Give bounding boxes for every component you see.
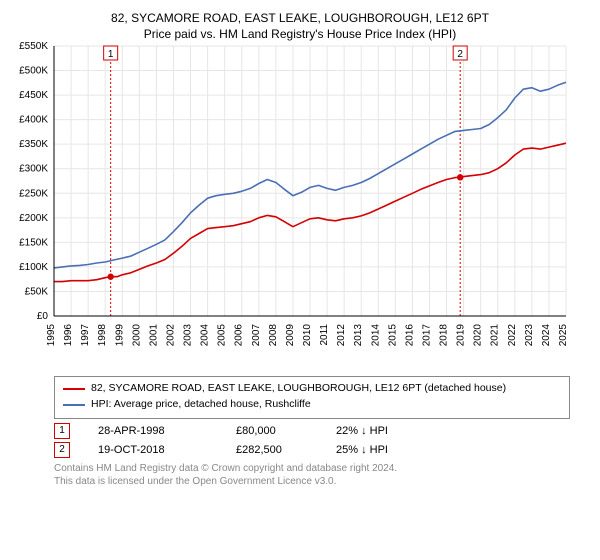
- svg-text:£300K: £300K: [19, 164, 48, 175]
- svg-text:2016: 2016: [404, 324, 415, 347]
- svg-text:2005: 2005: [217, 324, 228, 347]
- event-date: 28-APR-1998: [98, 425, 208, 437]
- svg-text:£450K: £450K: [19, 90, 48, 101]
- legend-swatch: [63, 388, 85, 390]
- event-diff: 22% ↓ HPI: [336, 425, 420, 437]
- legend-item-price-paid: 82, SYCAMORE ROAD, EAST LEAKE, LOUGHBORO…: [63, 381, 561, 397]
- legend-label: 82, SYCAMORE ROAD, EAST LEAKE, LOUGHBORO…: [91, 381, 506, 397]
- svg-text:2014: 2014: [370, 324, 381, 347]
- svg-text:2024: 2024: [541, 324, 552, 347]
- svg-text:1999: 1999: [114, 324, 125, 347]
- svg-text:£500K: £500K: [19, 66, 48, 77]
- title-line-1: 82, SYCAMORE ROAD, EAST LEAKE, LOUGHBORO…: [10, 10, 590, 26]
- footer-line-2: This data is licensed under the Open Gov…: [54, 475, 570, 489]
- footer-line-1: Contains HM Land Registry data © Crown c…: [54, 462, 570, 476]
- event-diff: 25% ↓ HPI: [336, 444, 420, 456]
- legend-swatch: [63, 404, 85, 406]
- svg-text:2002: 2002: [165, 324, 176, 347]
- legend-item-hpi: HPI: Average price, detached house, Rush…: [63, 397, 561, 413]
- svg-text:2025: 2025: [558, 324, 569, 347]
- svg-text:2019: 2019: [456, 324, 467, 347]
- legend-label: HPI: Average price, detached house, Rush…: [91, 397, 311, 413]
- svg-text:1998: 1998: [97, 324, 108, 347]
- svg-text:2010: 2010: [302, 324, 313, 347]
- svg-text:2003: 2003: [183, 324, 194, 347]
- svg-text:£400K: £400K: [19, 115, 48, 126]
- event-row: 1 28-APR-1998 £80,000 22% ↓ HPI: [54, 423, 570, 439]
- svg-text:£50K: £50K: [25, 287, 49, 298]
- svg-text:1: 1: [108, 49, 114, 60]
- svg-text:2011: 2011: [319, 324, 330, 346]
- svg-text:2000: 2000: [131, 324, 142, 347]
- svg-text:2015: 2015: [387, 324, 398, 347]
- footer: Contains HM Land Registry data © Crown c…: [54, 462, 570, 489]
- svg-text:2020: 2020: [473, 324, 484, 347]
- svg-text:2009: 2009: [285, 324, 296, 347]
- event-badge: 1: [54, 423, 70, 439]
- svg-text:1996: 1996: [63, 324, 74, 347]
- svg-text:2007: 2007: [251, 324, 262, 347]
- svg-text:2008: 2008: [268, 324, 279, 347]
- svg-text:2023: 2023: [524, 324, 535, 347]
- title-line-2: Price paid vs. HM Land Registry's House …: [10, 26, 590, 42]
- svg-text:2004: 2004: [200, 324, 211, 347]
- svg-text:£550K: £550K: [19, 42, 48, 52]
- svg-text:2018: 2018: [439, 324, 450, 347]
- svg-text:2021: 2021: [490, 324, 501, 347]
- svg-text:£250K: £250K: [19, 189, 48, 200]
- event-badge: 2: [54, 442, 70, 458]
- svg-text:2: 2: [457, 49, 463, 60]
- legend: 82, SYCAMORE ROAD, EAST LEAKE, LOUGHBORO…: [54, 376, 570, 419]
- svg-text:£350K: £350K: [19, 140, 48, 151]
- chart-title-block: 82, SYCAMORE ROAD, EAST LEAKE, LOUGHBORO…: [10, 10, 590, 42]
- svg-text:£200K: £200K: [19, 213, 48, 224]
- svg-text:2017: 2017: [421, 324, 432, 347]
- event-table: 1 28-APR-1998 £80,000 22% ↓ HPI 2 19-OCT…: [54, 423, 570, 458]
- svg-text:£150K: £150K: [19, 238, 48, 249]
- price-chart: £0 £50K £100K £150K £200K £250K £300K £350K £400…: [10, 42, 570, 370]
- svg-text:£100K: £100K: [19, 262, 48, 273]
- svg-text:2022: 2022: [507, 324, 518, 347]
- svg-text:2006: 2006: [234, 324, 245, 347]
- svg-text:£0: £0: [37, 311, 49, 322]
- event-price: £282,500: [236, 444, 308, 456]
- svg-text:1995: 1995: [46, 324, 57, 347]
- svg-text:2001: 2001: [148, 324, 159, 347]
- svg-text:2012: 2012: [336, 324, 347, 347]
- event-price: £80,000: [236, 425, 308, 437]
- event-row: 2 19-OCT-2018 £282,500 25% ↓ HPI: [54, 442, 570, 458]
- event-date: 19-OCT-2018: [98, 444, 208, 456]
- svg-text:1997: 1997: [80, 324, 91, 347]
- svg-text:2013: 2013: [353, 324, 364, 347]
